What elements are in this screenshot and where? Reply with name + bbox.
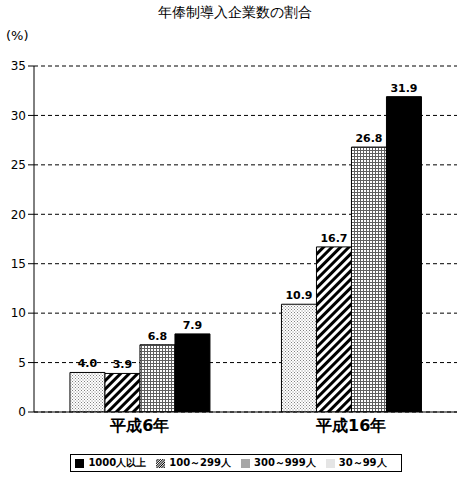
svg-text:25: 25 xyxy=(11,158,26,172)
svg-text:平成6年: 平成6年 xyxy=(109,416,169,435)
svg-text:10: 10 xyxy=(11,306,26,320)
html-text:300～999人: 300～999人 xyxy=(254,457,316,468)
svg-text:15: 15 xyxy=(11,257,26,271)
html-text:年俸制導入企業数の割合: 年俸制導入企業数の割合 xyxy=(157,4,312,20)
svg-text:7.9: 7.9 xyxy=(183,319,203,332)
svg-text:16.7: 16.7 xyxy=(320,232,347,245)
svg-text:5: 5 xyxy=(18,356,26,370)
html-text:30～99人: 30～99人 xyxy=(338,457,387,468)
svg-text:26.8: 26.8 xyxy=(355,132,382,145)
svg-text:35: 35 xyxy=(11,59,26,73)
svg-text:3.9: 3.9 xyxy=(113,358,133,371)
svg-text:平成16年: 平成16年 xyxy=(315,416,386,435)
svg-text:6.8: 6.8 xyxy=(148,330,168,343)
html-text:1000人以上: 1000人以上 xyxy=(88,457,147,468)
svg-text:0: 0 xyxy=(18,405,26,419)
svg-text:31.9: 31.9 xyxy=(390,82,417,95)
svg-text:4.0: 4.0 xyxy=(78,357,98,370)
svg-text:20: 20 xyxy=(11,208,26,222)
html-text:100～299人: 100～299人 xyxy=(169,457,231,468)
svg-text:10.9: 10.9 xyxy=(285,289,312,302)
svg-text:30: 30 xyxy=(11,109,26,123)
